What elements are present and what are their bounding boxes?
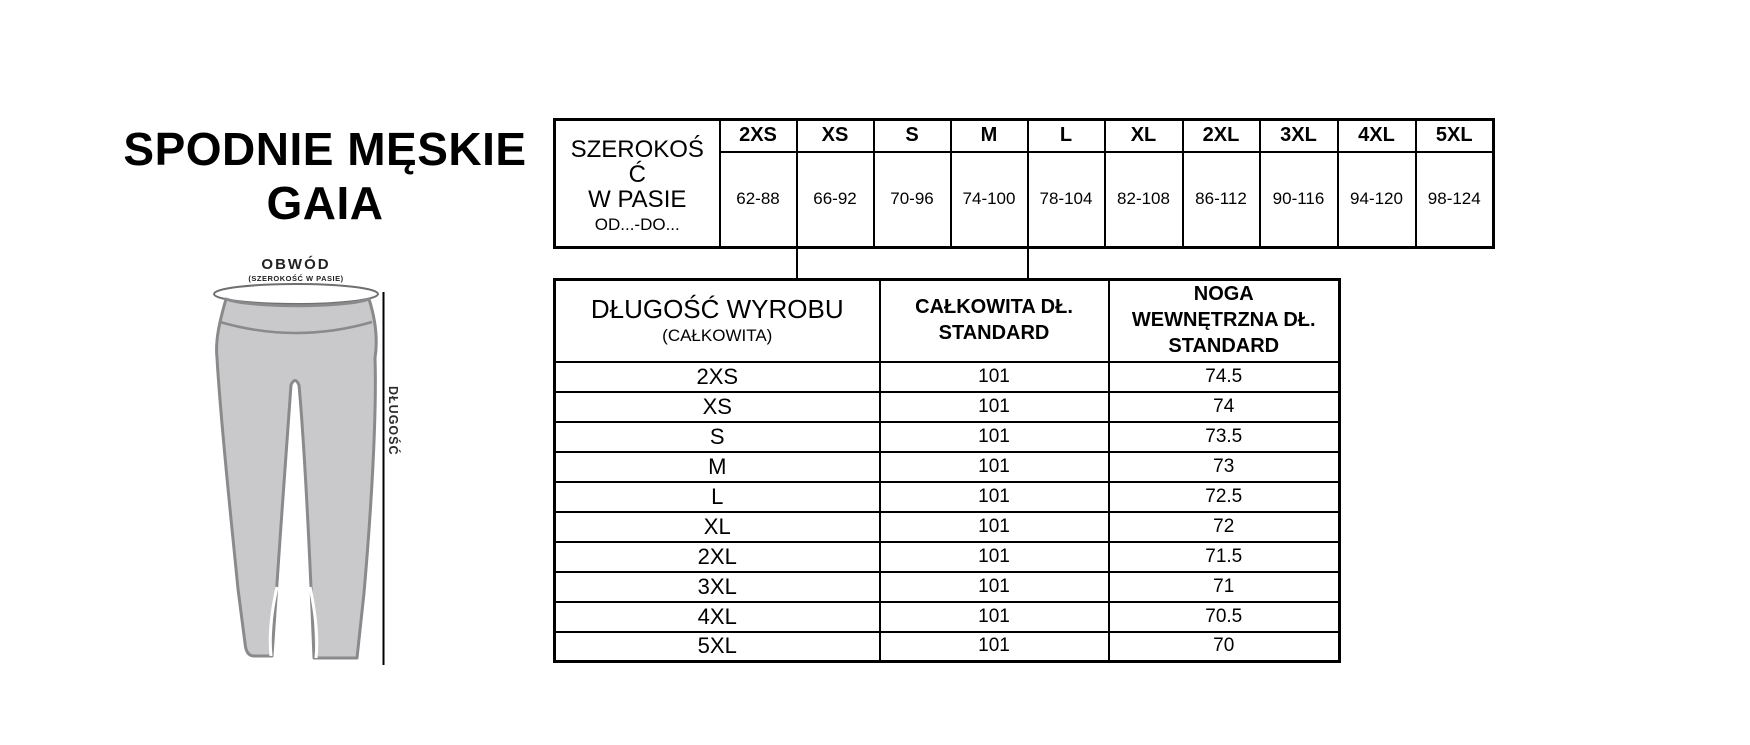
size-column-header: L xyxy=(1026,118,1106,153)
total-length-cell: 101 xyxy=(878,360,1110,393)
table-connector-line-right xyxy=(1027,244,1029,280)
size-column-header: S xyxy=(872,118,952,153)
table-row: XL 101 72 xyxy=(553,510,1341,543)
waist-width-table: SZEROKOŚ Ć W PASIE OD...-DO... 2XS XS S … xyxy=(553,118,1495,249)
page-title-line2: GAIA xyxy=(266,177,384,230)
table-row: 5XL 101 70 xyxy=(553,630,1341,663)
waist-range-value: 74-100 xyxy=(949,150,1029,249)
table-row: 4XL 101 70.5 xyxy=(553,600,1341,633)
inner-leg-header-cell: NOGA WEWNĘTRZNA DŁ. STANDARD xyxy=(1107,278,1341,363)
size-column-header: XS xyxy=(795,118,875,153)
table-row: 2XS 101 74.5 xyxy=(553,360,1341,393)
waist-header-line1: SZEROKOŚ xyxy=(570,135,704,163)
inner-leg-cell: 74 xyxy=(1107,390,1341,423)
total-length-cell: 101 xyxy=(878,450,1110,483)
waist-range-value: 94-120 xyxy=(1336,150,1417,249)
inner-leg-cell: 74.5 xyxy=(1107,360,1341,393)
right-hem-vent xyxy=(308,586,319,659)
inner-leg-header-line3: STANDARD xyxy=(1168,334,1280,357)
waist-range-value: 78-104 xyxy=(1026,150,1106,249)
waistband-ellipse xyxy=(213,283,379,305)
length-table: DŁUGOŚĆ WYROBU (CAŁKOWITA) CAŁKOWITA DŁ.… xyxy=(553,278,1341,663)
total-length-header-line1: CAŁKOWITA DŁ. xyxy=(915,296,1073,319)
waist-range-value: 66-92 xyxy=(795,150,875,249)
size-cell: XL xyxy=(553,510,881,543)
total-length-cell: 101 xyxy=(878,630,1110,663)
inner-leg-header-line1: NOGA xyxy=(1193,283,1254,306)
inner-leg-cell: 71 xyxy=(1107,570,1341,603)
inner-leg-cell: 70 xyxy=(1107,630,1341,663)
size-column-header: 2XL xyxy=(1181,118,1261,153)
size-cell: 2XL xyxy=(553,540,881,573)
left-hem-vent xyxy=(268,586,279,657)
inner-leg-cell: 73 xyxy=(1107,450,1341,483)
total-length-cell: 101 xyxy=(878,390,1110,423)
waist-range-value: 98-124 xyxy=(1414,150,1495,249)
waist-range-value: 70-96 xyxy=(872,150,952,249)
pants-illustration xyxy=(213,283,385,665)
size-cell: M xyxy=(553,450,881,483)
waist-header-line4: OD...-DO... xyxy=(594,214,680,234)
total-length-header-cell: CAŁKOWITA DŁ. STANDARD xyxy=(878,278,1110,363)
inner-leg-cell: 71.5 xyxy=(1107,540,1341,573)
waist-circumference-label: OBWÓD xyxy=(261,256,331,273)
table-row: 2XL 101 71.5 xyxy=(553,540,1341,573)
size-cell: 3XL xyxy=(553,570,881,603)
table-row: M 101 73 xyxy=(553,450,1341,483)
waist-header-cell: SZEROKOŚ Ć W PASIE OD...-DO... xyxy=(553,118,721,249)
table-row: 3XL 101 71 xyxy=(553,570,1341,603)
table-row: S 101 73.5 xyxy=(553,420,1341,453)
inner-leg-cell: 72 xyxy=(1107,510,1341,543)
waist-range-value: 86-112 xyxy=(1181,150,1261,249)
table-row: L 101 72.5 xyxy=(553,480,1341,513)
waist-range-value: 62-88 xyxy=(718,150,798,249)
size-cell: 4XL xyxy=(553,600,881,633)
size-column-header: 5XL xyxy=(1414,118,1495,153)
size-column-header: 2XS xyxy=(718,118,798,153)
inner-leg-cell: 73.5 xyxy=(1107,420,1341,453)
waist-header-line3: W PASIE xyxy=(588,185,687,213)
size-column-header: 4XL xyxy=(1336,118,1417,153)
pants-silhouette xyxy=(215,297,378,660)
total-length-cell: 101 xyxy=(878,570,1110,603)
total-length-cell: 101 xyxy=(878,420,1110,453)
total-length-header-line2: STANDARD xyxy=(938,321,1050,344)
inner-leg-header-line2: WEWNĘTRZNA DŁ. xyxy=(1131,308,1316,331)
size-column-header: XL xyxy=(1103,118,1184,153)
waistband-seam xyxy=(219,320,373,335)
size-cell: L xyxy=(553,480,881,513)
size-column-header: 3XL xyxy=(1258,118,1339,153)
waist-header-line2: Ć xyxy=(628,160,646,188)
length-header-cell: DŁUGOŚĆ WYROBU (CAŁKOWITA) xyxy=(553,278,881,363)
table-row: XS 101 74 xyxy=(553,390,1341,423)
page-title-line1: SPODNIE MĘSKIE xyxy=(123,123,527,175)
length-label: DŁUGOŚĆ xyxy=(386,386,400,456)
pants-diagram: OBWÓD (SZEROKOŚĆ W PASIE) DŁUGOŚĆ xyxy=(180,252,430,677)
length-header-line2: (CAŁKOWITA) xyxy=(662,326,773,346)
inner-leg-cell: 72.5 xyxy=(1107,480,1341,513)
size-cell: 2XS xyxy=(553,360,881,393)
size-cell: XS xyxy=(553,390,881,423)
waist-range-value: 90-116 xyxy=(1258,150,1339,249)
size-cell: 5XL xyxy=(553,630,881,663)
size-cell: S xyxy=(553,420,881,453)
total-length-cell: 101 xyxy=(878,540,1110,573)
waist-range-value: 82-108 xyxy=(1103,150,1184,249)
inner-leg-cell: 70.5 xyxy=(1107,600,1341,633)
total-length-cell: 101 xyxy=(878,510,1110,543)
page-title: SPODNIE MĘSKIE GAIA xyxy=(85,122,565,231)
table-connector-line-left xyxy=(796,244,798,280)
size-column-header: M xyxy=(949,118,1029,153)
total-length-cell: 101 xyxy=(878,600,1110,633)
length-header-line1: DŁUGOŚĆ WYROBU xyxy=(590,294,844,325)
waist-width-sublabel: (SZEROKOŚĆ W PASIE) xyxy=(248,274,344,283)
total-length-cell: 101 xyxy=(878,480,1110,513)
